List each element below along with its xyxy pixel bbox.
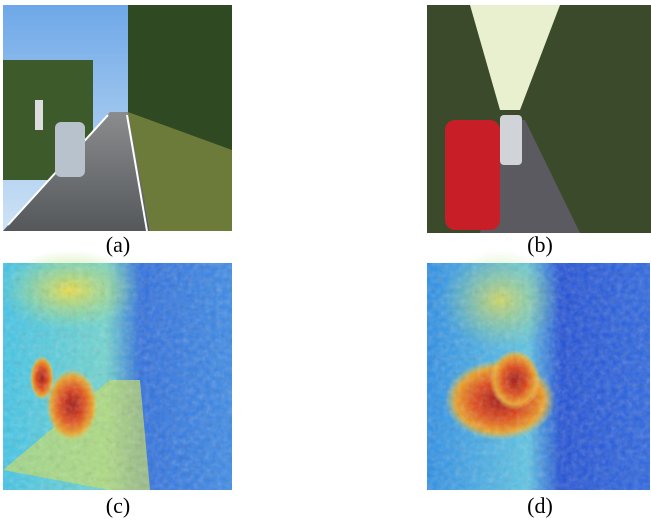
image-b-shape (500, 115, 522, 165)
panel-label: (b) (500, 232, 580, 258)
figure-images (0, 0, 651, 521)
figure: (a) (b) (c) (d) (0, 0, 651, 521)
image-a-shape (55, 122, 85, 177)
heatmap-d (427, 250, 650, 490)
panel-label: (d) (500, 493, 580, 519)
panel-label: (a) (78, 232, 158, 258)
heatmap-c (0, 250, 232, 490)
panel-label: (c) (78, 493, 158, 519)
image-a-shape (35, 100, 43, 130)
image-a (3, 5, 232, 231)
heatmap-d-shape (427, 263, 650, 490)
heatmap-c-shape (3, 263, 232, 490)
image-b-shape (445, 120, 500, 230)
image-b (427, 5, 651, 233)
